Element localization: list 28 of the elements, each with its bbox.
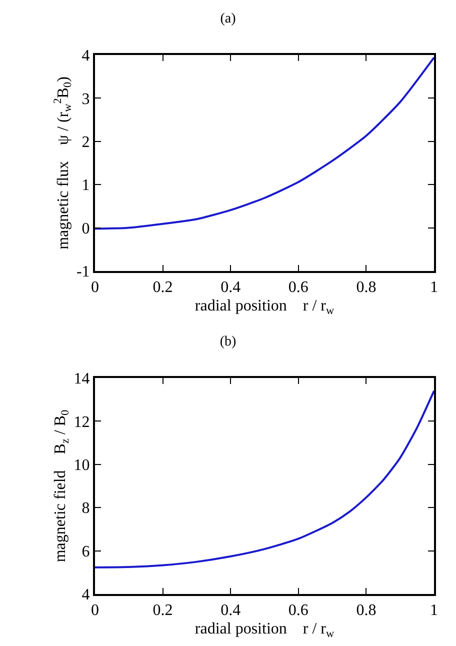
x-tick-label: 0.4	[220, 279, 241, 296]
chart-title: (a)	[220, 12, 236, 27]
line-series	[95, 390, 434, 568]
y-tick-label: 10	[74, 457, 90, 474]
y-tick-label: 1	[82, 177, 90, 194]
y-tick-label: 6	[82, 543, 90, 560]
x-tick-label: 0.6	[288, 279, 308, 296]
y-tick-label: 12	[74, 414, 90, 431]
x-tick-label: 0.2	[152, 279, 173, 296]
x-tick-label: 0.8	[356, 602, 376, 620]
line-series	[95, 56, 434, 230]
y-tick-label: 0	[82, 220, 90, 238]
x-axis-title: radial position r / r$_{w}$	[194, 297, 335, 317]
y-tick-label: 2	[82, 134, 90, 151]
x-axis-title: radial position r / r$_{w}$	[194, 620, 335, 640]
x-tick-label: 0.6	[288, 602, 308, 620]
y-tick-label: 4	[82, 586, 90, 604]
x-tick-label: 0.4	[220, 602, 241, 620]
y-tick-label: 8	[82, 500, 90, 518]
y-tick-label: -1	[76, 264, 90, 281]
y-tick-label: 14	[74, 370, 90, 388]
x-tick-label: 1	[430, 279, 438, 296]
x-tick-label: 0.2	[152, 602, 173, 620]
x-tick-label: 1	[430, 602, 438, 620]
y-tick-label: 4	[82, 48, 90, 65]
x-tick-label: 0.8	[356, 279, 376, 296]
chart-title: (b)	[220, 334, 236, 350]
y-tick-label: 3	[82, 90, 90, 108]
